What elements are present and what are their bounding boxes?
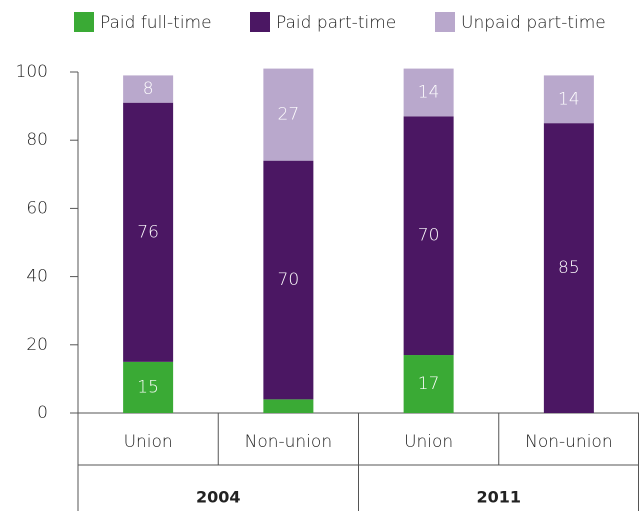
y-tick-label: 60 [26,198,48,218]
data-label: 15 [137,377,159,397]
y-tick-label: 100 [16,62,48,82]
x-tick-label: Non-union [245,432,332,452]
legend-label: Paid part-time [276,13,396,33]
legend-swatch [250,12,270,32]
data-label: 85 [558,258,580,278]
bar-segment [263,399,314,413]
bar-segment [403,68,454,117]
data-label: 14 [558,89,580,109]
y-tick-label: 0 [37,403,48,423]
legend-swatch [435,12,455,32]
bar-segment [543,123,594,414]
data-label: 8 [143,79,154,99]
group-label: 2011 [476,488,521,507]
data-label: 76 [137,222,159,242]
data-label: 70 [278,270,300,290]
y-tick-label: 80 [26,130,48,150]
bar-segment [543,75,594,124]
bar-segment [263,68,314,161]
y-tick-label: 20 [26,335,48,355]
group-label: 2004 [196,488,241,507]
bar-segment [123,102,174,362]
bar-segment [263,160,314,400]
data-label: 70 [418,226,440,246]
x-tick-label: Union [124,432,173,452]
bar-segment [403,355,454,413]
x-tick-label: Union [404,432,453,452]
legend-swatch [74,12,94,32]
x-tick-label: Non-union [525,432,612,452]
data-label: 17 [418,374,440,394]
legend-label: Paid full-time [100,13,212,33]
data-label: 14 [418,82,440,102]
bar-segment [123,361,174,413]
data-label: 27 [278,105,300,125]
legend-label: Unpaid part-time [461,13,606,33]
bar-segment [403,116,454,356]
bar-segment [123,75,174,103]
y-tick-label: 40 [26,267,48,287]
